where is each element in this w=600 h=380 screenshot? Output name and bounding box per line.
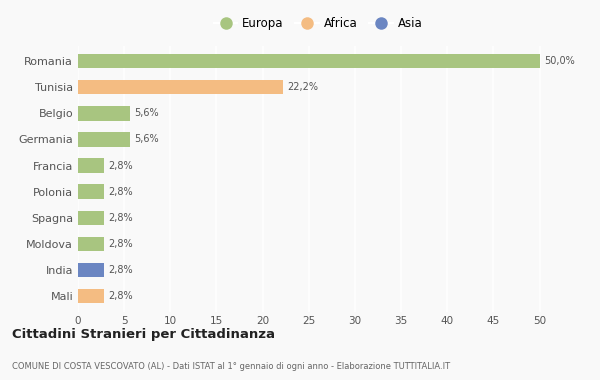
Bar <box>78 289 104 303</box>
Bar <box>78 80 283 95</box>
Text: 22,2%: 22,2% <box>287 82 319 92</box>
Bar <box>78 237 104 251</box>
Text: 2,8%: 2,8% <box>109 265 133 275</box>
Bar <box>78 263 104 277</box>
Text: 5,6%: 5,6% <box>134 135 159 144</box>
Bar <box>78 132 130 147</box>
Text: 2,8%: 2,8% <box>109 213 133 223</box>
Bar <box>78 184 104 199</box>
Bar <box>78 211 104 225</box>
Text: 2,8%: 2,8% <box>109 161 133 171</box>
Text: 50,0%: 50,0% <box>544 56 575 66</box>
Legend: Europa, Africa, Asia: Europa, Africa, Asia <box>209 12 427 34</box>
Text: COMUNE DI COSTA VESCOVATO (AL) - Dati ISTAT al 1° gennaio di ogni anno - Elabora: COMUNE DI COSTA VESCOVATO (AL) - Dati IS… <box>12 362 450 370</box>
Text: 2,8%: 2,8% <box>109 239 133 249</box>
Bar <box>78 106 130 120</box>
Text: Cittadini Stranieri per Cittadinanza: Cittadini Stranieri per Cittadinanza <box>12 328 275 341</box>
Bar <box>78 158 104 173</box>
Text: 2,8%: 2,8% <box>109 187 133 196</box>
Bar <box>78 54 539 68</box>
Text: 2,8%: 2,8% <box>109 291 133 301</box>
Text: 5,6%: 5,6% <box>134 108 159 119</box>
